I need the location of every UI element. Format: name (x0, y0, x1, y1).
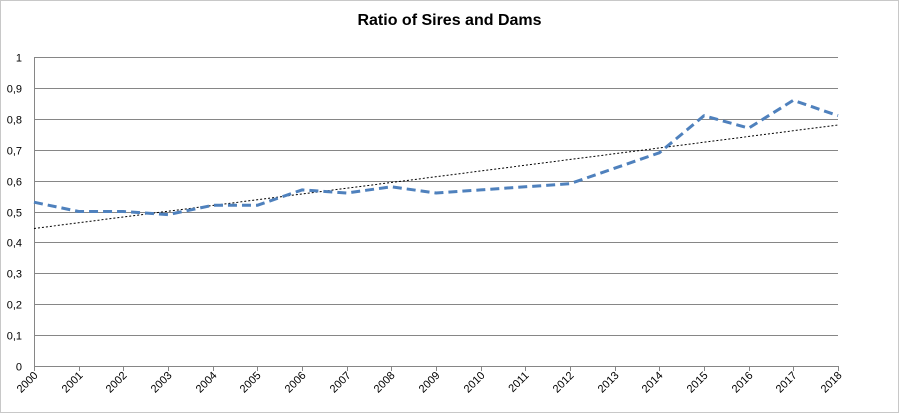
y-tick-label: 0,2 (7, 300, 22, 312)
x-tick-label: 2017 (774, 370, 800, 396)
x-tick-label: 2007 (328, 370, 354, 396)
x-tick-label: 2012 (551, 370, 577, 396)
y-tick-label: 1 (16, 53, 22, 65)
x-tick-label: 2005 (238, 370, 264, 396)
x-tick-label: 2002 (104, 370, 130, 396)
chart-title: Ratio of Sires and Dams (357, 12, 542, 29)
x-tick-label: 2014 (640, 370, 666, 396)
trendline (33, 124, 839, 229)
x-tick-label: 2010 (462, 370, 488, 396)
y-tick-label: 0,8 (7, 115, 22, 127)
y-tick-label: 0,9 (7, 84, 22, 96)
y-tick-label: 0 (16, 362, 22, 374)
y-tick-label: 0,1 (7, 331, 22, 343)
x-tick-label: 2015 (685, 370, 711, 396)
x-tick-label: 2013 (596, 370, 622, 396)
y-tick-label: 0,6 (7, 177, 22, 189)
y-tick-label: 0,5 (7, 208, 22, 220)
x-tick-label: 2016 (730, 370, 756, 396)
x-tick-label: 2001 (60, 370, 86, 396)
y-tick-label: 0,7 (7, 146, 22, 158)
x-tick-label: 2004 (194, 370, 220, 396)
x-tick-label: 2006 (283, 370, 309, 396)
x-tick-label: 2008 (372, 370, 398, 396)
y-tick-label: 0,4 (7, 238, 22, 250)
x-tick-label: 2000 (15, 370, 41, 396)
y-tick-label: 0,3 (7, 269, 22, 281)
x-tick-label: 2009 (417, 370, 443, 396)
x-tick-label: 2003 (149, 370, 175, 396)
series-line (33, 98, 839, 217)
x-tick-label: 2018 (819, 370, 845, 396)
x-tick-label: 2011 (506, 370, 531, 395)
